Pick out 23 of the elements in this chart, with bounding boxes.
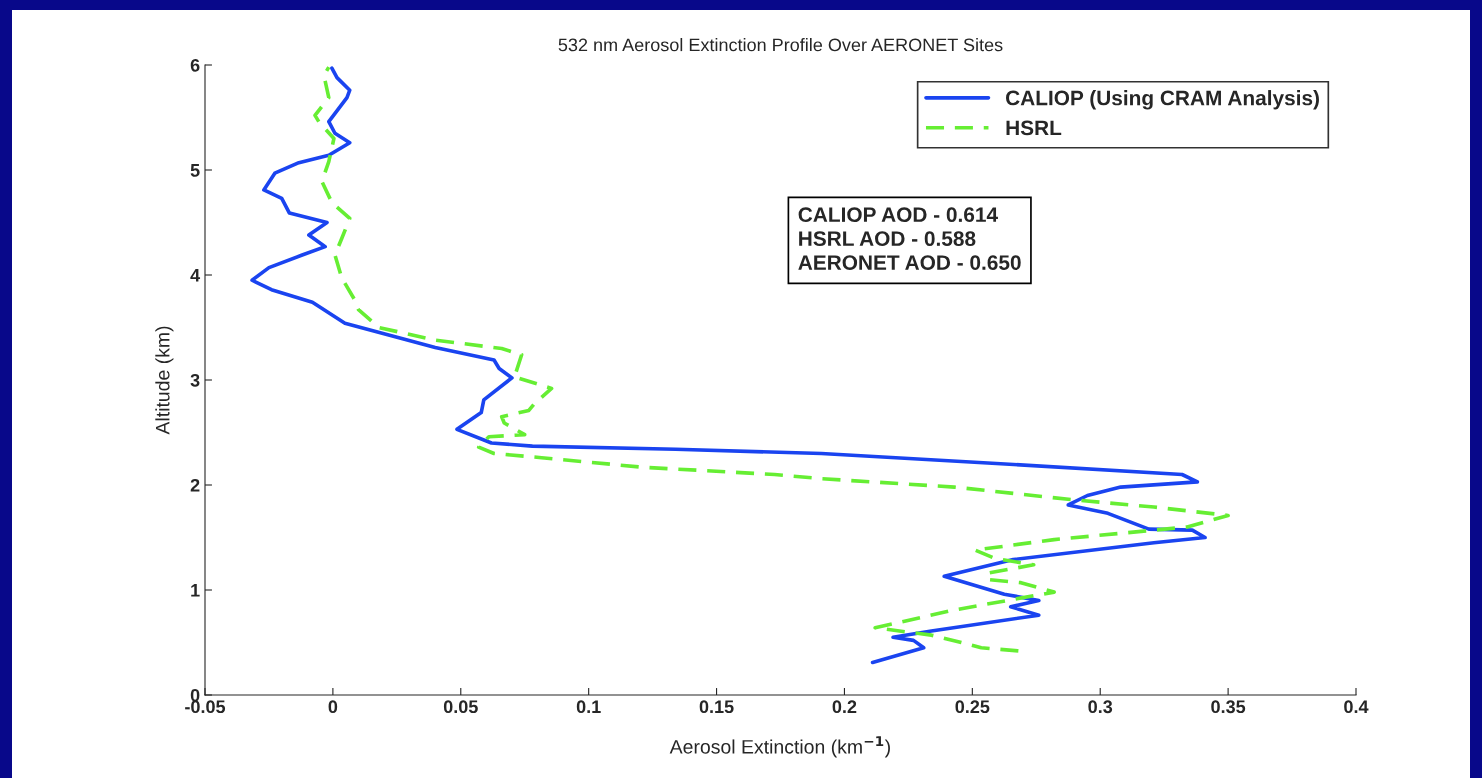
x-tick-label: 0.05 xyxy=(443,700,478,714)
legend-label: CALIOP (Using CRAM Analysis) xyxy=(1006,90,1319,110)
legend-label: HSRL xyxy=(1006,120,1062,136)
y-tick-label: 2 xyxy=(190,478,200,492)
y-tick-label: 6 xyxy=(190,58,200,72)
y-axis-title: Altitude (km) xyxy=(155,326,174,435)
y-tick-label: 3 xyxy=(190,373,200,387)
y-tick-label: 5 xyxy=(190,164,200,177)
x-tick-label: 0.35 xyxy=(1211,700,1246,714)
x-tick-label: 0 xyxy=(328,700,338,714)
x-tick-label: 0.15 xyxy=(699,700,734,714)
x-axis-title: Aerosol Extinction (km$^{−1}$) xyxy=(669,736,890,758)
x-tick-label: 0.2 xyxy=(832,700,857,714)
x-tick-label: 0.25 xyxy=(955,700,990,714)
x-tick-label: 0.3 xyxy=(1088,700,1113,714)
chart-title: 532 nm Aerosol Extinction Profile Over AERONET Sites xyxy=(558,38,1003,52)
y-tick-label: 4 xyxy=(190,269,201,282)
x-tick-label: -0.05 xyxy=(185,700,226,714)
annotation: CALIOP AOD - 0.614 HSRL AOD - 0.588 AERONET AOD - 0.650 xyxy=(798,207,1021,270)
x-tick-label: 0.4 xyxy=(1344,700,1369,714)
x-tick-label: 0.1 xyxy=(576,700,601,714)
y-tick-label: 1 xyxy=(191,584,200,597)
y-tick-label: 0 xyxy=(190,688,200,702)
